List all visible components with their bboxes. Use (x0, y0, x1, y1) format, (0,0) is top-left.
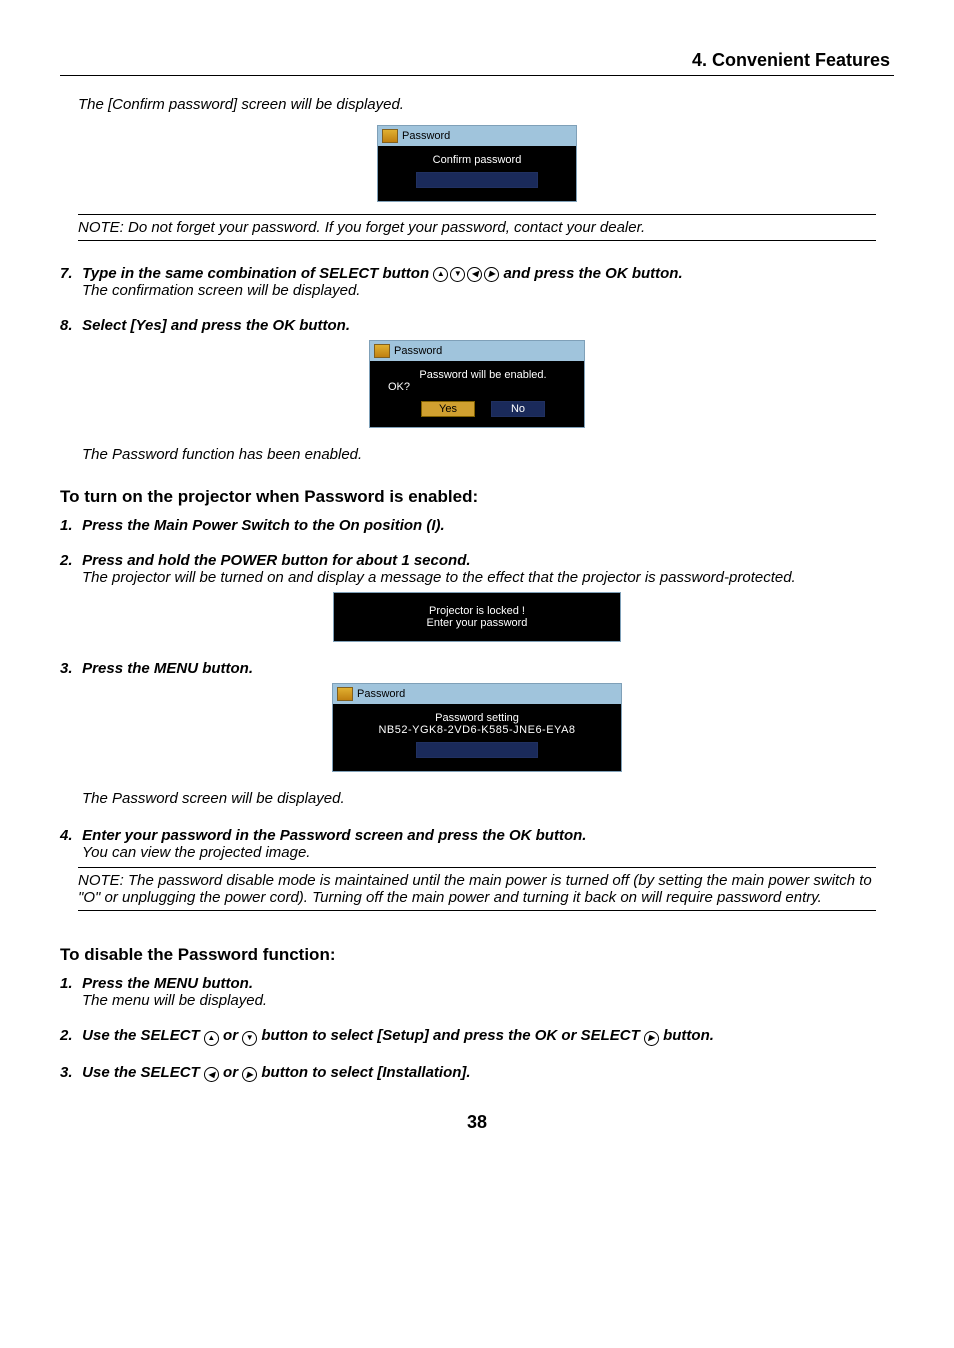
keyboard-icon (337, 687, 353, 701)
d3-mid: or (223, 1064, 242, 1081)
dialog-title-text: Password (402, 130, 450, 142)
step-num: 3. (60, 1064, 78, 1081)
confirm-password-label: Confirm password (384, 154, 570, 166)
note-forget-password: NOTE: Do not forget your password. If yo… (78, 214, 876, 241)
step-num: 3. (60, 660, 78, 677)
arrow-right-icon: ▶ (644, 1031, 659, 1046)
dialog-title-bar: Password (333, 684, 621, 704)
arrow-right-icon: ▶ (484, 267, 499, 282)
locked-dialog-wrap: Projector is locked ! Enter your passwor… (60, 592, 894, 642)
d3-post: button to select [Installation]. (261, 1064, 470, 1081)
disable-step1-text: Press the MENU button. (82, 975, 253, 992)
disable-step-1: 1. Press the MENU button. The menu will … (60, 975, 894, 1009)
d2-pre: Use the SELECT (82, 1027, 204, 1044)
step-num: 8. (60, 317, 78, 334)
password-input[interactable] (416, 742, 538, 758)
step-8-sub: The Password function has been enabled. (82, 446, 894, 463)
password-setting-dialog: Password Password setting NB52-YGK8-2VD6… (332, 683, 622, 772)
password-setting-label: Password setting (339, 712, 615, 724)
no-button[interactable]: No (491, 401, 545, 417)
dialog-title-bar: Password (370, 341, 584, 361)
yes-no-row: Yes No (388, 401, 578, 417)
confirm-password-dialog: Password Confirm password (377, 125, 577, 202)
arrow-left-icon: ◀ (204, 1067, 219, 1082)
dialog-title-text: Password (394, 345, 442, 357)
step-7-sub: The confirmation screen will be displaye… (82, 282, 894, 299)
step-num: 2. (60, 552, 78, 569)
step-7-post: and press the OK button. (503, 265, 682, 282)
section-disable: To disable the Password function: (60, 945, 894, 965)
step-num: 7. (60, 265, 78, 282)
d2-end: button. (663, 1027, 714, 1044)
locked-line1: Projector is locked ! (334, 605, 620, 617)
step-7: 7. Type in the same combination of SELEC… (60, 265, 894, 299)
password-setting-dialog-wrap: Password Password setting NB52-YGK8-2VD6… (60, 683, 894, 772)
d3-pre: Use the SELECT (82, 1064, 204, 1081)
step-num: 1. (60, 517, 78, 534)
turnon-step-3: 3. Press the MENU button. (60, 660, 894, 677)
arrow-down-icon: ▼ (450, 267, 465, 282)
step-num: 1. (60, 975, 78, 992)
intro-text: The [Confirm password] screen will be di… (78, 96, 894, 113)
d2-post: button to select [Setup] and press the O… (261, 1027, 644, 1044)
enable-dialog-wrap: Password Password will be enabled. OK? Y… (60, 340, 894, 428)
turnon-step1-text: Press the Main Power Switch to the On po… (82, 517, 445, 534)
step-8: 8. Select [Yes] and press the OK button. (60, 317, 894, 334)
confirm-password-dialog-wrap: Password Confirm password (60, 125, 894, 202)
turnon-step-4: 4. Enter your password in the Password s… (60, 827, 894, 861)
turnon-step4-sub: You can view the projected image. (82, 844, 894, 861)
enable-line2: OK? (388, 381, 578, 393)
keyboard-icon (382, 129, 398, 143)
disable-step-3: 3. Use the SELECT ◀ or ▶ button to selec… (60, 1064, 894, 1083)
arrow-right-icon: ▶ (242, 1067, 257, 1082)
turnon-step3-sub: The Password screen will be displayed. (82, 790, 894, 807)
serial-code: NB52-YGK8-2VD6-K585-JNE6-EYA8 (339, 724, 615, 736)
arrow-up-icon: ▲ (433, 267, 448, 282)
arrow-up-icon: ▲ (204, 1031, 219, 1046)
select-arrows-group: ▲ ▼ ◀ ▶ (433, 267, 499, 282)
locked-dialog: Projector is locked ! Enter your passwor… (333, 592, 621, 642)
dialog-body: Confirm password (378, 146, 576, 201)
disable-step1-sub: The menu will be displayed. (82, 992, 894, 1009)
turnon-step4-text: Enter your password in the Password scre… (82, 827, 586, 844)
arrow-left-icon: ◀ (467, 267, 482, 282)
step-7-pre: Type in the same combination of SELECT b… (82, 265, 433, 282)
turnon-step2-sub: The projector will be turned on and disp… (82, 569, 894, 586)
page-header: 4. Convenient Features (60, 50, 894, 71)
note-disable-mode: NOTE: The password disable mode is maint… (78, 867, 876, 911)
turnon-step-1: 1. Press the Main Power Switch to the On… (60, 517, 894, 534)
disable-step-2: 2. Use the SELECT ▲ or ▼ button to selec… (60, 1027, 894, 1046)
step-8-text: Select [Yes] and press the OK button. (82, 317, 350, 334)
arrow-down-icon: ▼ (242, 1031, 257, 1046)
turnon-step3-text: Press the MENU button. (82, 660, 253, 677)
locked-line2: Enter your password (334, 617, 620, 629)
yes-button[interactable]: Yes (421, 401, 475, 417)
dialog-body: Password will be enabled. OK? Yes No (370, 361, 584, 427)
dialog-body: Password setting NB52-YGK8-2VD6-K585-JNE… (333, 704, 621, 771)
page-number: 38 (60, 1112, 894, 1133)
step-num: 2. (60, 1027, 78, 1044)
step-num: 4. (60, 827, 78, 844)
dialog-title-bar: Password (378, 126, 576, 146)
dialog-title-text: Password (357, 688, 405, 700)
section-turn-on: To turn on the projector when Password i… (60, 487, 894, 507)
turnon-step-2: 2. Press and hold the POWER button for a… (60, 552, 894, 586)
turnon-step2-text: Press and hold the POWER button for abou… (82, 552, 470, 569)
header-rule (60, 75, 894, 76)
d2-mid: or (223, 1027, 242, 1044)
keyboard-icon (374, 344, 390, 358)
password-input[interactable] (416, 172, 538, 188)
enable-line1: Password will be enabled. (388, 369, 578, 381)
enable-password-dialog: Password Password will be enabled. OK? Y… (369, 340, 585, 428)
